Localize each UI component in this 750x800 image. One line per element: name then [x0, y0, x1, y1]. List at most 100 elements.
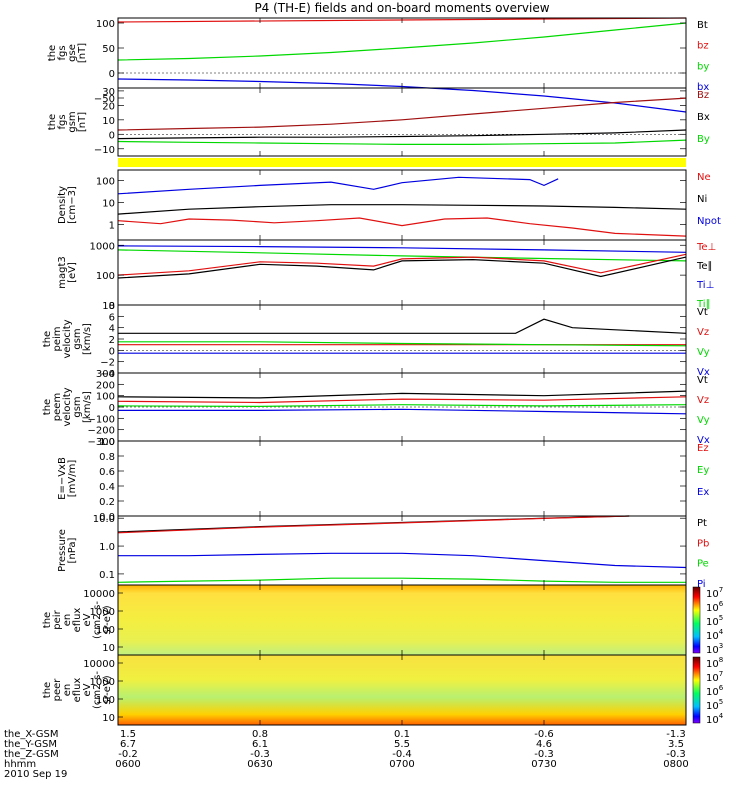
y-tick-label: 0.0: [99, 512, 115, 523]
y-axis-label: [eV]: [67, 262, 78, 283]
y-tick-label: 0.2: [99, 497, 115, 508]
legend-Ti∥: Ti∥: [696, 299, 711, 310]
ephemeris-value: 0800: [663, 759, 688, 770]
series-Pi: [118, 552, 687, 569]
legend-By: By: [697, 134, 710, 145]
series-By: [117, 139, 687, 145]
legend-Te∥: Te∥: [696, 261, 713, 272]
series-Ti∥: [117, 249, 687, 262]
legend-Vz: Vz: [697, 395, 709, 406]
y-tick-label: 0.6: [99, 467, 115, 478]
series-by: [117, 22, 687, 61]
y-axis-label: velocity: [62, 387, 73, 426]
y-axis-label: gsm: [67, 111, 78, 132]
panel-frame: [117, 87, 687, 157]
y-axis-label: peem: [52, 393, 63, 421]
y-tick-label: 100: [96, 392, 115, 403]
y-axis-label: [nT]: [77, 112, 88, 132]
y-tick-label: −4: [100, 369, 115, 380]
y-axis-label: peir: [52, 609, 63, 629]
ephemeris-value: 1.5: [120, 729, 136, 740]
series-Vz: [117, 396, 687, 404]
ephemeris-value: -0.4: [392, 749, 412, 760]
y-axis-label: the: [42, 682, 53, 698]
y-axis-label: the: [42, 399, 53, 415]
y-tick-label: 0: [109, 130, 115, 141]
legend-Vx: Vx: [697, 435, 710, 446]
legend-Vt: Vt: [697, 307, 708, 318]
series-Pe: [117, 577, 686, 583]
y-tick-label: −300: [88, 437, 115, 448]
y-tick-label: 10.0: [93, 514, 115, 525]
y-axis-label: the: [47, 45, 58, 61]
y-axis-label: sr-eV): [102, 605, 113, 634]
ephemeris-label: the_X-GSM: [4, 729, 58, 740]
y-tick-label: 1000: [90, 677, 115, 688]
series-Ti⊥: [117, 245, 687, 253]
panel-fgs-gse: 100 50 0 −50 the fgs gse [nT] Bt bz by bx: [47, 17, 709, 113]
spectrogram-image: [118, 585, 686, 655]
legend-Bx: Bx: [697, 112, 710, 123]
ephemeris-value: 3.5: [668, 739, 684, 750]
series-Ni: [117, 204, 687, 215]
series-Vt: [118, 318, 687, 334]
y-axis-label: peim: [52, 326, 63, 351]
y-tick-label: 4: [109, 324, 115, 335]
legend-Bz: Bz: [697, 90, 709, 101]
legend-Bt: Bt: [697, 20, 708, 31]
y-axis-label: Pressure: [57, 529, 68, 572]
y-axis-label: velocity: [62, 319, 73, 358]
y-tick-label: 50: [102, 44, 115, 55]
colorbar-label: 105: [706, 614, 723, 628]
y-axis-label: Density: [57, 186, 68, 224]
series-Vt: [117, 390, 687, 399]
series-Npot: [117, 176, 559, 195]
ephemeris-value: 0.1: [394, 729, 410, 740]
y-tick-label: 1: [109, 221, 115, 232]
y-axis-label: en: [62, 614, 73, 627]
y-tick-label: −100: [88, 414, 115, 425]
y-tick-label: 1000: [90, 607, 115, 618]
ephemeris-value: 4.6: [536, 739, 552, 750]
panel-temperature: 1000 100 10 magt3 [eV] Te⊥ Te∥ Ti⊥ Ti∥: [57, 239, 716, 312]
legend-Ne: Ne: [697, 172, 711, 183]
y-axis-label: [nT]: [77, 43, 88, 63]
y-tick-label: −10: [94, 145, 115, 156]
y-tick-label: 0: [109, 403, 115, 414]
y-tick-label: 10: [102, 116, 115, 127]
legend-Vx: Vx: [697, 367, 710, 378]
y-tick-label: 100: [96, 177, 115, 188]
colorbar-label: 105: [706, 698, 723, 712]
legend-bz: bz: [697, 41, 709, 52]
panel-fgs-gsm: 30 20 10 0 −10 the fgs gsm [nT] Bz Bx By: [47, 87, 710, 157]
y-tick-label: 200: [96, 380, 115, 391]
y-tick-label: 10000: [83, 659, 115, 670]
y-axis-label: [nPa]: [67, 537, 78, 563]
panel-pressure: 10.0 1.0 0.1 Pressure [nPa] Pt Pb Pe Pi: [57, 514, 709, 590]
y-tick-label: 1.0: [99, 437, 115, 448]
legend-Vt: Vt: [697, 375, 708, 386]
y-tick-label: 30: [102, 87, 115, 98]
ephemeris-value: -0.3: [250, 749, 270, 760]
y-tick-label: 10000: [83, 589, 115, 600]
y-tick-label: 0: [109, 69, 115, 80]
colorbar: [692, 586, 701, 654]
ephemeris-value: 5.5: [394, 739, 410, 750]
y-axis-label: the: [47, 114, 58, 130]
y-tick-label: 1000: [90, 241, 115, 252]
y-axis-label: fgs: [57, 45, 68, 60]
y-tick-label: −200: [88, 426, 115, 437]
colorbar-label: 104: [706, 628, 724, 642]
colorbar-label: 107: [706, 670, 723, 684]
ephemeris-value: -0.2: [118, 749, 138, 760]
y-axis-label: en: [62, 684, 73, 697]
legend-Ti⊥: Ti⊥: [696, 280, 714, 291]
y-tick-label: 8: [109, 301, 115, 312]
series-Te⊥: [117, 253, 687, 276]
legend-Ez: Ez: [697, 443, 709, 454]
y-axis-label: gsm: [72, 328, 83, 349]
ephemeris-value: 6.1: [252, 739, 268, 750]
colorbar-label: 104: [706, 712, 724, 726]
